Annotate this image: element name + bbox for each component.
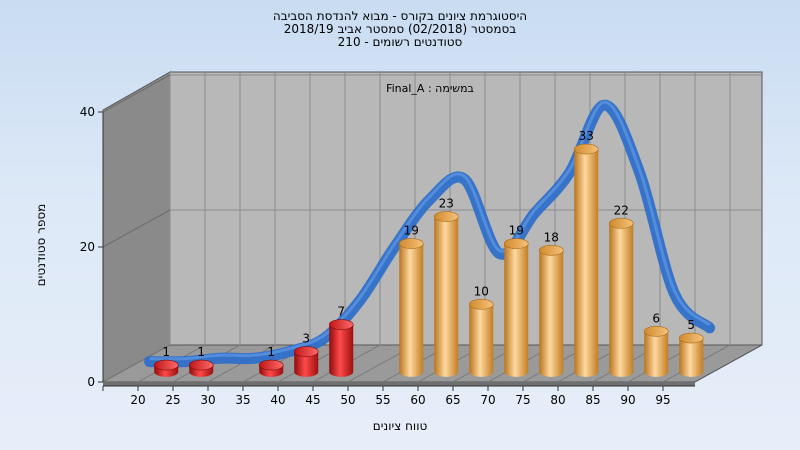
x-tick-label: 35 — [235, 393, 250, 407]
x-tick-label: 50 — [340, 393, 355, 407]
x-tick-label: 20 — [130, 393, 145, 407]
x-tick-label: 30 — [200, 393, 215, 407]
x-tick-label: 25 — [165, 393, 180, 407]
bar-value-label: 7 — [337, 305, 345, 319]
bar-body — [609, 223, 634, 377]
bar-75 — [538, 245, 564, 377]
y-axis: 0 20 40 — [80, 105, 104, 389]
bar-body — [329, 324, 354, 377]
gridline-side — [102, 74, 171, 113]
bar-top — [153, 359, 179, 371]
bar-body — [679, 338, 704, 377]
bar-value-label: 10 — [474, 284, 489, 298]
bar-80 — [573, 143, 599, 377]
gridline-floor — [102, 344, 171, 383]
bar-25 — [188, 359, 214, 377]
bar-value-label: 5 — [687, 318, 695, 332]
bar-value-label: 3 — [302, 332, 310, 346]
x-tick-label: 95 — [655, 393, 670, 407]
gridline-side — [102, 209, 171, 248]
bar-body — [469, 304, 494, 377]
floor-front-edge — [103, 382, 695, 386]
bar-85 — [608, 218, 634, 377]
bar-40 — [293, 346, 319, 377]
bar-top — [258, 359, 284, 371]
bar-top — [503, 238, 529, 249]
trend-ribbon — [144, 99, 716, 368]
y-tick-label: 40 — [80, 105, 95, 119]
trend-line-highlight — [149, 100, 711, 361]
bars — [153, 143, 704, 377]
x-tick-label: 80 — [550, 393, 565, 407]
chart-title-line-1: היסטוגרמת ציונים בקורס - מבוא להנדסת הסב… — [272, 9, 528, 23]
bar-body — [434, 216, 459, 377]
x-tick-label: 60 — [410, 393, 425, 407]
bar-value-label: 19 — [509, 224, 524, 238]
y-axis-title: מספר סטודנטים — [34, 204, 48, 287]
bar-top — [433, 211, 459, 222]
bar-35 — [258, 359, 284, 377]
bar-55 — [398, 238, 424, 377]
bar-top — [398, 238, 424, 249]
y-tick-label: 20 — [80, 240, 95, 254]
bar-value-label: 1 — [162, 345, 170, 359]
bar-value-label: 1 — [197, 345, 205, 359]
bar-body — [504, 243, 529, 377]
bar-value-label: 23 — [439, 197, 454, 211]
side-wall — [102, 71, 171, 383]
back-wall — [169, 71, 763, 346]
bar-value-label: 1 — [267, 345, 275, 359]
bar-45 — [328, 319, 354, 377]
bar-value-label: 18 — [544, 230, 559, 244]
bar-value-label: 22 — [614, 203, 629, 217]
bar-top — [188, 359, 214, 371]
bar-value-labels: 1 1 1 3 7 19 23 10 19 18 33 22 6 5 — [162, 129, 695, 359]
bar-60 — [433, 211, 459, 377]
bar-20 — [153, 359, 179, 377]
x-tick-label: 65 — [445, 393, 460, 407]
bar-90 — [643, 326, 669, 377]
x-tick-label: 90 — [620, 393, 635, 407]
chart-title: היסטוגרמת ציונים בקורס - מבוא להנדסת הסב… — [0, 10, 800, 49]
bar-value-label: 33 — [579, 129, 594, 143]
bar-top — [573, 143, 599, 155]
chart-title-line-3: סטודנטים רשומים - 210 — [337, 35, 463, 49]
bar-65 — [468, 299, 494, 377]
x-axis: 20 25 30 35 40 45 50 55 60 65 70 75 80 85 90 95 — [102, 385, 695, 407]
x-tick-label: 70 — [480, 393, 495, 407]
x-tick-label: 45 — [305, 393, 320, 407]
bar-body — [644, 331, 669, 377]
bar-70 — [503, 238, 529, 377]
x-tick-label: 55 — [375, 393, 390, 407]
x-tick-label: 85 — [585, 393, 600, 407]
bar-body — [294, 351, 319, 377]
x-tick-label: 75 — [515, 393, 530, 407]
bar-body — [539, 250, 564, 377]
bar-top — [328, 319, 354, 330]
bar-body — [574, 149, 599, 377]
x-axis-title: טווח ציונים — [373, 419, 428, 433]
bar-body — [399, 243, 424, 377]
bar-top — [468, 299, 494, 310]
horizontal-gridlines — [102, 74, 762, 248]
x-tick-label: 40 — [270, 393, 285, 407]
bar-top — [538, 245, 564, 256]
bar-value-label: 6 — [652, 311, 660, 325]
bar-top — [293, 346, 319, 357]
bar-top — [678, 332, 704, 344]
chart-title-line-2: בסמסטר (02/2018) סמסטר אביב 2018/19 — [283, 22, 517, 36]
bar-value-label: 19 — [404, 224, 419, 238]
bar-top — [608, 218, 634, 229]
bar-95 — [678, 332, 704, 377]
bar-top — [643, 326, 669, 337]
y-tick-label: 0 — [87, 375, 95, 389]
chart-annotation: במשימה : Final_A — [386, 82, 474, 95]
